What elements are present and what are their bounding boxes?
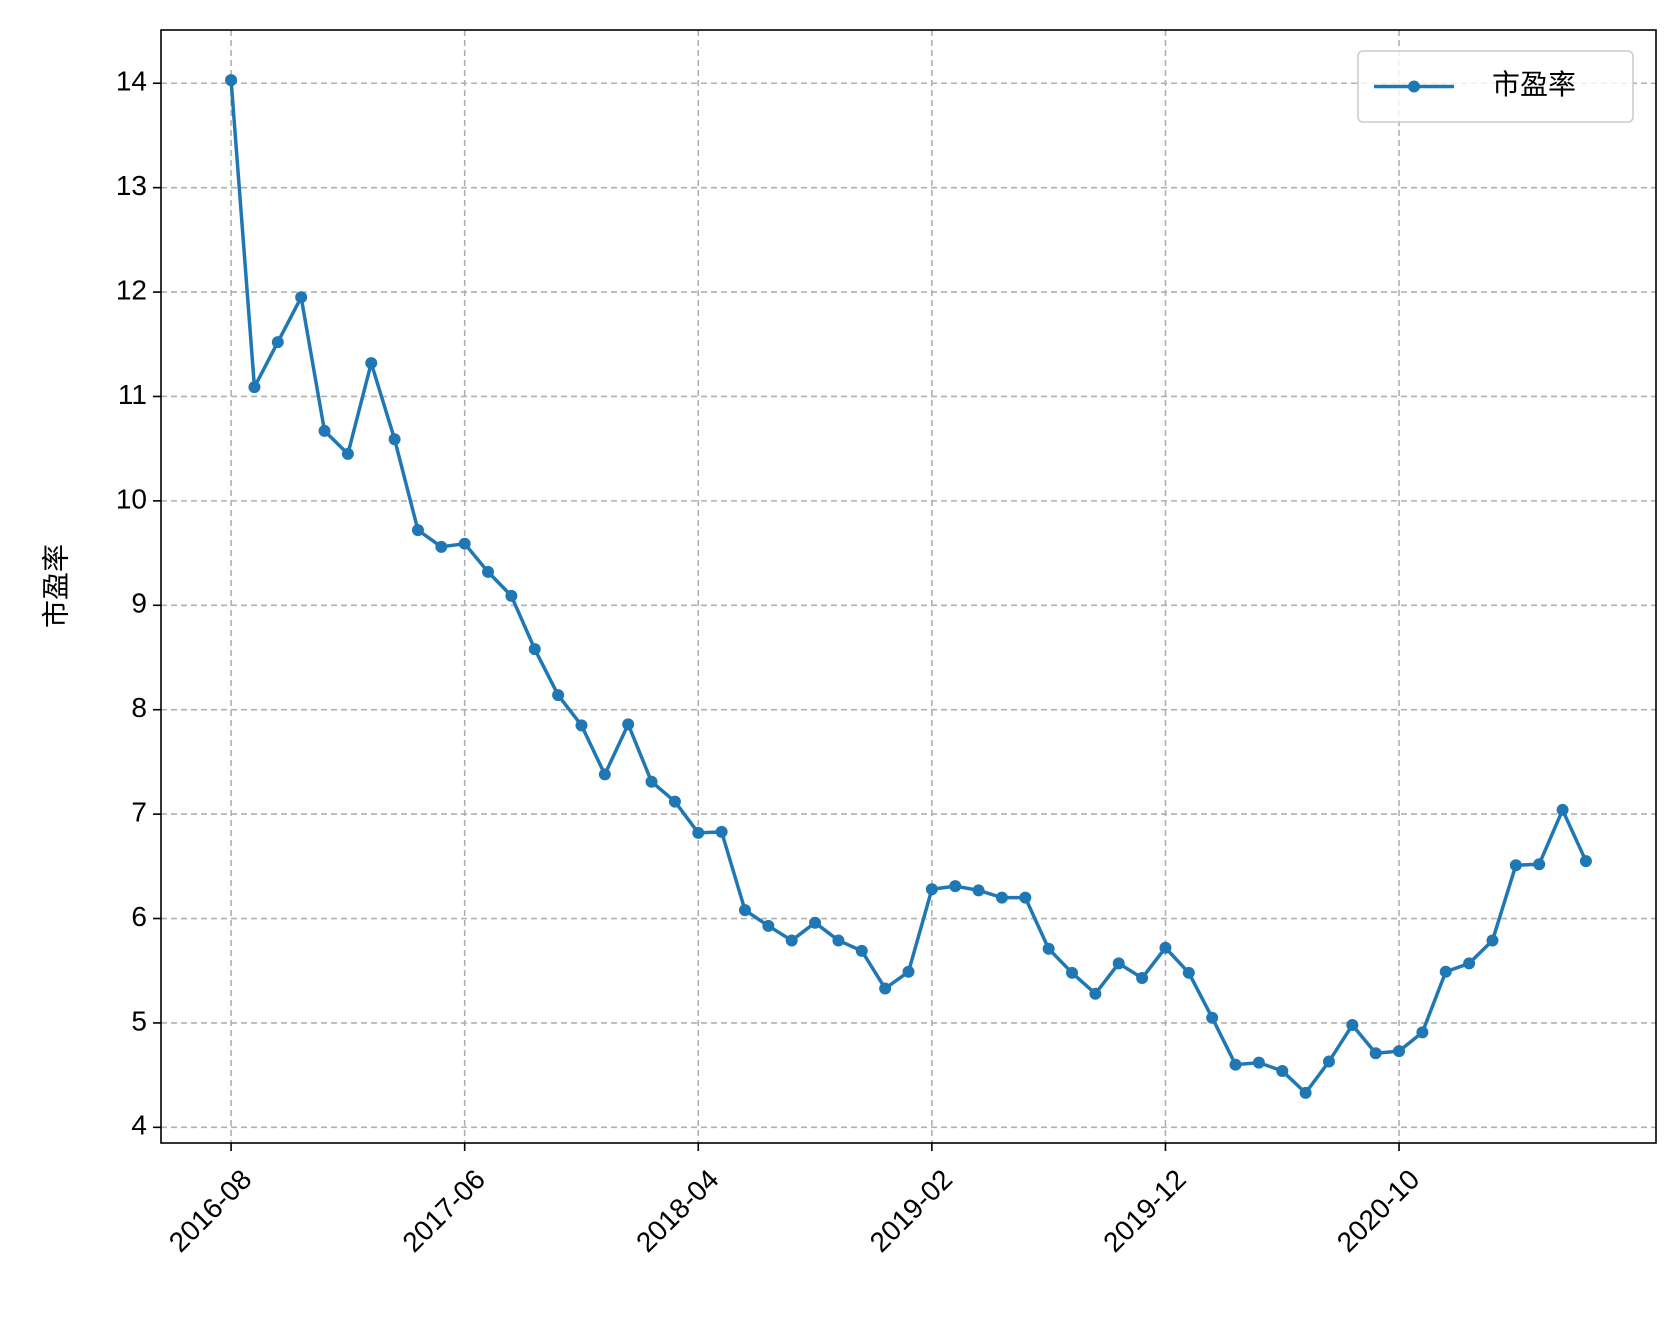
- data-point: [411, 524, 424, 537]
- data-point: [598, 768, 611, 781]
- data-point: [1416, 1026, 1429, 1039]
- data-point: [1182, 966, 1195, 979]
- data-point: [949, 880, 962, 893]
- data-point: [248, 381, 261, 394]
- y-tick-label: 10: [116, 483, 147, 514]
- data-point: [482, 565, 495, 578]
- data-point: [458, 537, 471, 550]
- data-point: [832, 934, 845, 947]
- data-point: [809, 916, 822, 929]
- y-axis-label: 市盈率: [40, 544, 71, 628]
- x-tick-label: 2018-04: [630, 1163, 725, 1258]
- y-tick-label: 6: [131, 901, 147, 932]
- y-tick-label: 7: [131, 797, 147, 828]
- data-point: [902, 965, 915, 978]
- data-point: [1206, 1011, 1219, 1024]
- data-point: [1346, 1019, 1359, 1032]
- data-point: [668, 795, 681, 808]
- data-point: [1579, 855, 1592, 868]
- data-point: [1112, 957, 1125, 970]
- data-point: [1066, 966, 1079, 979]
- y-tick-label: 9: [131, 588, 147, 619]
- data-point: [1369, 1047, 1382, 1060]
- plot-frame: [160, 29, 1657, 1144]
- data-point: [1533, 858, 1546, 871]
- data-point: [995, 891, 1008, 904]
- y-tick-label: 13: [116, 170, 147, 201]
- data-point: [225, 74, 238, 87]
- data-point: [738, 904, 751, 917]
- x-tick-label: 2020-10: [1331, 1163, 1426, 1258]
- legend-box: [1357, 50, 1634, 123]
- data-point: [925, 883, 938, 896]
- data-point: [1136, 972, 1149, 985]
- data-point: [1252, 1056, 1265, 1069]
- data-point: [505, 589, 518, 602]
- data-point: [1393, 1045, 1406, 1058]
- data-line: [229, 79, 1588, 1095]
- data-point: [715, 825, 728, 838]
- data-point: [365, 357, 378, 370]
- data-point: [1556, 803, 1569, 816]
- data-point: [1229, 1058, 1242, 1071]
- data-point: [785, 934, 798, 947]
- data-point: [552, 689, 565, 702]
- y-tick-label: 8: [131, 692, 147, 723]
- y-tick-label: 5: [131, 1005, 147, 1036]
- data-point: [879, 982, 892, 995]
- data-point: [295, 291, 308, 304]
- x-tick-label: 2019-12: [1097, 1163, 1192, 1258]
- data-point: [388, 433, 401, 446]
- data-point: [1159, 941, 1172, 954]
- legend-marker: [1408, 80, 1420, 93]
- legend-label: 市盈率: [1492, 69, 1576, 100]
- x-tick-label: 2016-08: [163, 1163, 258, 1258]
- data-point: [972, 884, 985, 897]
- data-point: [528, 643, 541, 656]
- data-point: [692, 826, 705, 839]
- x-tick-label: 2017-06: [396, 1163, 491, 1258]
- data-point: [1463, 957, 1476, 970]
- data-point: [622, 718, 635, 731]
- y-tick-label: 11: [118, 379, 147, 410]
- data-point: [1276, 1064, 1289, 1077]
- data-point: [341, 447, 354, 460]
- data-point: [1439, 965, 1452, 978]
- data-point: [762, 919, 775, 932]
- data-point: [1486, 934, 1499, 947]
- y-tick-label: 4: [131, 1110, 147, 1141]
- data-point: [1089, 987, 1102, 1000]
- data-point: [855, 944, 868, 957]
- y-tick-label: 14: [116, 66, 147, 97]
- data-point: [1509, 859, 1522, 872]
- data-point: [1019, 891, 1032, 904]
- data-point: [1299, 1086, 1312, 1099]
- data-point: [575, 719, 588, 732]
- x-tick-label: 2019-02: [864, 1163, 959, 1258]
- data-point: [645, 775, 658, 788]
- data-point: [1322, 1055, 1335, 1068]
- data-point: [1042, 942, 1055, 955]
- y-tick-label: 12: [116, 274, 147, 305]
- data-point: [435, 540, 448, 553]
- data-point: [271, 336, 284, 349]
- data-point: [318, 424, 331, 437]
